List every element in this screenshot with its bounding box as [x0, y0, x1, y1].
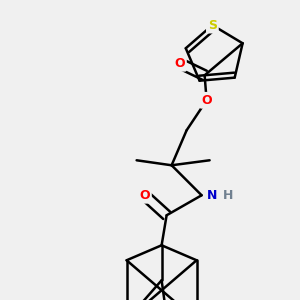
Text: S: S — [208, 19, 217, 32]
Text: O: O — [201, 94, 212, 107]
Text: H: H — [222, 189, 233, 202]
Text: O: O — [139, 189, 150, 202]
Text: O: O — [174, 57, 185, 70]
Text: N: N — [206, 189, 217, 202]
